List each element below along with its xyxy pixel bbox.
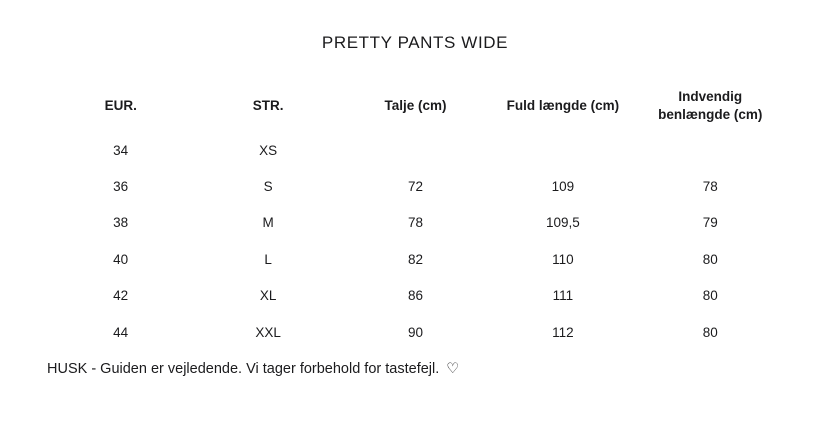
table-cell: 34 — [113, 142, 129, 158]
table-cell: XXL — [255, 324, 281, 340]
table-cell: 78 — [407, 215, 423, 231]
page-title: PRETTY PANTS WIDE — [321, 33, 509, 52]
table-row: 44 XXL 90 112 80 — [47, 314, 784, 350]
table-row: 34 XS — [47, 132, 784, 168]
table-cell: 90 — [407, 324, 423, 340]
table-cell: 112 — [552, 324, 574, 340]
footer-note: HUSK - Guiden er vejledende. Vi tager fo… — [47, 361, 459, 377]
table-cell: XL — [259, 288, 277, 304]
footer-note-text: HUSK - Guiden er vejledende. Vi tager fo… — [47, 361, 440, 377]
table-cell: 72 — [407, 179, 423, 195]
table-cell — [342, 132, 489, 168]
table-cell: 109 — [551, 179, 575, 195]
table-cell: XS — [259, 142, 278, 158]
size-table-body: 34 XS 36 S 72 109 78 38 M 78 109,5 79 40 L 82 110 80 42 XL… — [47, 132, 784, 350]
table-cell: 42 — [113, 288, 129, 304]
table-cell: 110 — [552, 251, 574, 267]
size-table: EUR. STR. Talje (cm) Fuld længde (cm) Indven… — [47, 80, 784, 350]
table-cell: 80 — [702, 251, 718, 267]
table-cell: 82 — [407, 251, 423, 267]
table-cell: 44 — [113, 324, 129, 340]
table-cell: 80 — [702, 324, 718, 340]
table-cell: 40 — [113, 251, 129, 267]
table-row: 38 M 78 109,5 79 — [47, 205, 784, 241]
table-row: 42 XL 86 111 80 — [47, 278, 784, 314]
column-header: Talje (cm) — [384, 98, 447, 113]
table-cell: 111 — [552, 288, 574, 304]
header-row: EUR. STR. Talje (cm) Fuld længde (cm) Indven… — [47, 80, 784, 132]
column-header: EUR. — [104, 98, 137, 113]
table-cell: 78 — [702, 179, 718, 195]
table-row: 40 L 82 110 80 — [47, 241, 784, 277]
column-header: Indvendig benlængde (cm) — [658, 89, 763, 122]
table-cell: 38 — [113, 215, 129, 231]
column-header: Fuld længde (cm) — [506, 98, 620, 113]
table-cell — [489, 132, 636, 168]
table-cell: 79 — [702, 215, 718, 231]
table-cell: S — [263, 179, 273, 195]
table-cell — [637, 132, 784, 168]
table-row: 36 S 72 109 78 — [47, 168, 784, 204]
size-table-header: EUR. STR. Talje (cm) Fuld længde (cm) Indven… — [47, 80, 784, 132]
table-cell: 109,5 — [545, 215, 580, 231]
table-cell: M — [262, 215, 274, 231]
column-header: STR. — [252, 98, 284, 113]
table-cell: 36 — [113, 179, 129, 195]
table-cell: L — [264, 251, 272, 267]
heart-icon: ♡ — [446, 361, 460, 377]
table-cell: 86 — [407, 288, 423, 304]
table-cell: 80 — [702, 288, 718, 304]
